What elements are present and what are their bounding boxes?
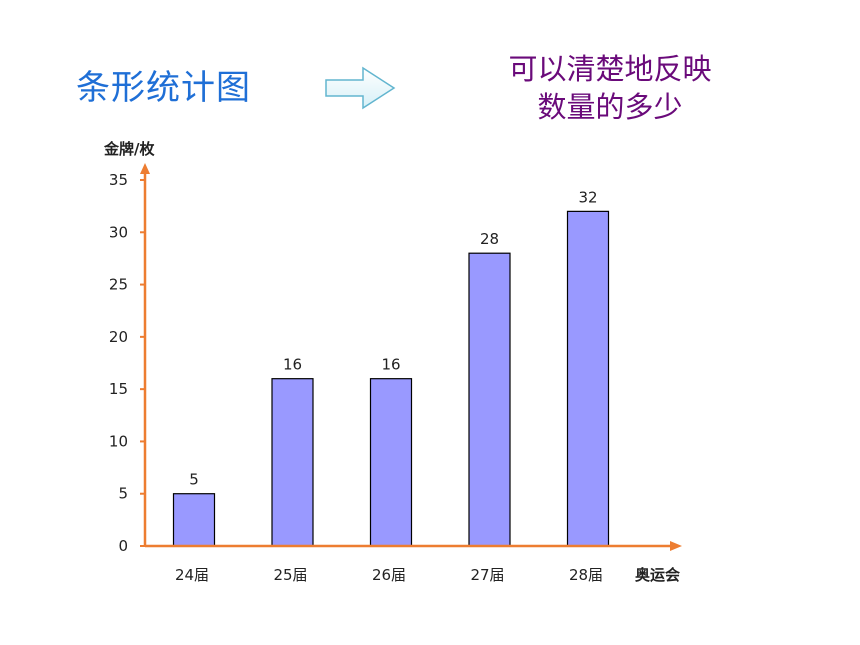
data-label: 32 [578, 188, 597, 206]
data-label: 28 [480, 230, 499, 248]
y-tick-label: 10 [109, 432, 128, 450]
y-tick-label: 30 [109, 223, 128, 241]
bar [566, 210, 610, 547]
description: 可以清楚地反映 数量的多少 [470, 50, 750, 126]
description-line-2: 数量的多少 [537, 90, 683, 124]
page-heading: 条形统计图 [76, 68, 251, 108]
y-tick-label: 35 [109, 171, 128, 189]
y-axis-arrowhead [140, 163, 150, 174]
category-label: 24届 [175, 566, 209, 584]
bar [271, 378, 314, 547]
category-label: 27届 [470, 566, 504, 584]
y-tick-label: 25 [109, 276, 128, 294]
x-axis-arrowhead [670, 541, 682, 551]
category-label: 28届 [569, 566, 603, 584]
y-tick-label: 20 [109, 328, 128, 346]
data-label: 16 [283, 356, 302, 374]
category-label: 26届 [372, 566, 406, 584]
y-tick-label: 5 [118, 485, 128, 503]
x-axis-title: 奥运会 [635, 566, 680, 584]
data-label: 16 [381, 356, 400, 374]
data-label: 5 [189, 471, 199, 489]
bar [369, 378, 413, 547]
y-tick-label: 15 [109, 380, 128, 398]
right-arrow-icon [325, 66, 396, 110]
description-line-1: 可以清楚地反映 [508, 52, 712, 86]
bar [468, 252, 511, 547]
category-label: 25届 [273, 566, 307, 584]
bar [172, 493, 216, 547]
y-axis-title: 金牌/枚 [103, 140, 155, 158]
y-tick-label: 0 [118, 537, 128, 555]
